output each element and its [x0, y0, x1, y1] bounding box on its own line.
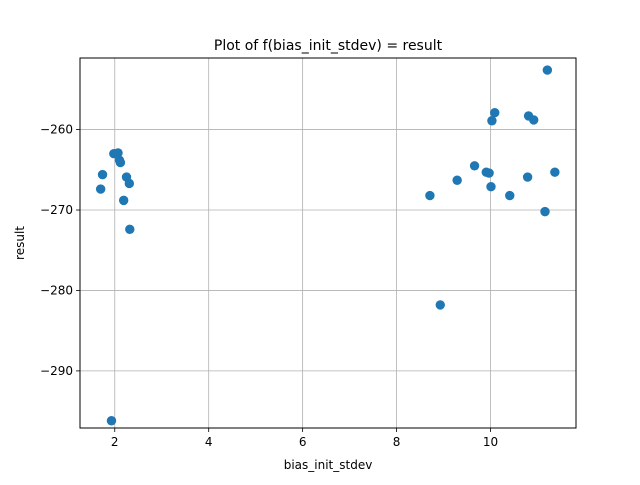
y-tick-label: −260: [40, 123, 73, 137]
y-tick-label: −290: [40, 364, 73, 378]
x-tick-label: 6: [299, 435, 307, 449]
data-point: [522, 172, 533, 182]
data-point: [125, 224, 135, 235]
y-tick-label: −280: [40, 283, 73, 297]
data-point: [124, 178, 135, 189]
data-point: [435, 300, 445, 310]
data-points: [95, 65, 560, 426]
plot-area-frame: [79, 57, 577, 429]
data-point: [486, 181, 496, 192]
grid-lines: [80, 58, 576, 428]
y-tick-label: −270: [40, 203, 73, 217]
data-point: [115, 157, 126, 168]
data-point: [95, 184, 106, 194]
data-point: [529, 115, 539, 125]
data-point: [97, 169, 108, 180]
data-point: [542, 65, 553, 75]
x-tick-label: 4: [205, 435, 213, 449]
data-point: [469, 161, 480, 171]
data-point: [118, 195, 129, 206]
data-point: [505, 190, 515, 201]
chart-title: Plot of f(bias_init_stdev) = result: [214, 38, 443, 54]
x-tick-label: 2: [111, 435, 119, 449]
y-axis-ticks: −290 −280 −270 −260: [40, 123, 80, 378]
data-point: [490, 107, 500, 118]
x-axis-label: bias_init_stdev: [284, 458, 373, 472]
data-point: [487, 116, 497, 126]
data-point: [106, 416, 117, 426]
data-point: [550, 167, 560, 177]
data-point: [425, 190, 435, 201]
x-axis-ticks: 2 4 6 8 10: [111, 428, 498, 449]
y-axis-label: result: [13, 226, 27, 260]
data-point: [113, 148, 123, 158]
x-tick-label: 10: [483, 435, 498, 449]
data-point: [484, 168, 494, 178]
x-tick-label: 8: [393, 435, 401, 449]
data-point: [452, 175, 462, 185]
data-point: [540, 206, 550, 217]
